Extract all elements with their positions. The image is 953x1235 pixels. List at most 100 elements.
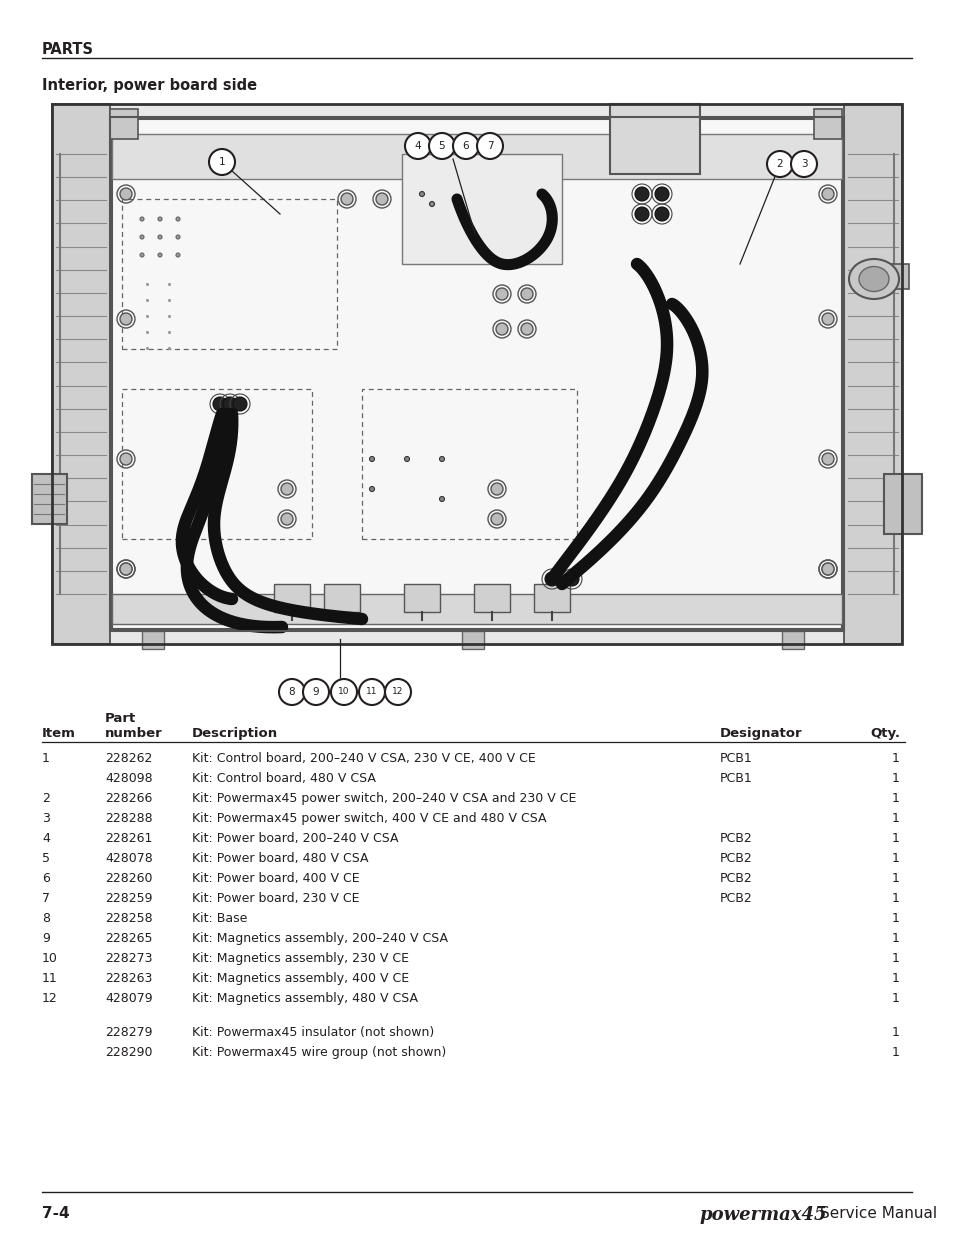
Bar [274, 584, 310, 613]
Text: PARTS: PARTS [42, 42, 94, 57]
Circle shape [821, 453, 833, 466]
Text: 4: 4 [42, 832, 50, 845]
Text: Kit: Magnetics assembly, 230 V CE: Kit: Magnetics assembly, 230 V CE [192, 952, 409, 965]
Text: 1: 1 [891, 772, 899, 785]
Bar [361, 389, 577, 538]
Text: 6: 6 [462, 141, 469, 151]
Text: 7: 7 [486, 141, 493, 151]
Text: 1: 1 [891, 832, 899, 845]
Circle shape [655, 207, 668, 221]
Text: 428098: 428098 [105, 772, 152, 785]
Text: 1: 1 [891, 952, 899, 965]
Text: PCB1: PCB1 [720, 772, 752, 785]
Circle shape [520, 324, 533, 335]
Text: 9: 9 [313, 687, 319, 697]
Bar [110, 117, 843, 631]
Bar [52, 104, 110, 643]
Text: 1: 1 [891, 872, 899, 885]
Circle shape [429, 201, 434, 206]
Bar [52, 104, 901, 643]
Circle shape [790, 151, 816, 177]
Text: 3: 3 [42, 811, 50, 825]
Text: Kit: Magnetics assembly, 400 V CE: Kit: Magnetics assembly, 400 V CE [192, 972, 409, 986]
Circle shape [544, 572, 558, 585]
Circle shape [404, 457, 409, 462]
Circle shape [385, 679, 411, 705]
Text: PCB2: PCB2 [720, 892, 752, 905]
Text: 1: 1 [891, 852, 899, 864]
Circle shape [766, 151, 792, 177]
Text: 228265: 228265 [105, 932, 152, 945]
Circle shape [635, 207, 648, 221]
Text: 5: 5 [438, 141, 445, 151]
Text: PCB2: PCB2 [720, 852, 752, 864]
Circle shape [453, 133, 478, 159]
Circle shape [120, 453, 132, 466]
Bar [461, 631, 483, 650]
Bar [781, 631, 803, 650]
Text: 1: 1 [891, 811, 899, 825]
Text: 9: 9 [42, 932, 50, 945]
Text: 1: 1 [42, 752, 50, 764]
Text: 2: 2 [776, 159, 782, 169]
Circle shape [821, 563, 833, 576]
Circle shape [140, 235, 144, 240]
Circle shape [233, 396, 247, 411]
Text: 11: 11 [366, 688, 377, 697]
Bar [883, 264, 908, 289]
Bar [122, 389, 312, 538]
Circle shape [140, 217, 144, 221]
Circle shape [209, 149, 234, 175]
Circle shape [340, 193, 353, 205]
Text: 1: 1 [891, 752, 899, 764]
Circle shape [358, 679, 385, 705]
Text: 8: 8 [289, 687, 295, 697]
Text: Kit: Power board, 230 V CE: Kit: Power board, 230 V CE [192, 892, 359, 905]
Text: Kit: Powermax45 insulator (not shown): Kit: Powermax45 insulator (not shown) [192, 1026, 434, 1039]
Circle shape [439, 457, 444, 462]
Text: 428079: 428079 [105, 992, 152, 1005]
Circle shape [120, 188, 132, 200]
Circle shape [491, 483, 502, 495]
Circle shape [405, 133, 431, 159]
Text: 10: 10 [42, 952, 58, 965]
Text: 7: 7 [42, 892, 50, 905]
Text: number: number [105, 727, 163, 740]
Circle shape [635, 186, 648, 201]
Text: Qty.: Qty. [869, 727, 899, 740]
Text: 6: 6 [42, 872, 50, 885]
Text: Description: Description [192, 727, 278, 740]
Text: 228266: 228266 [105, 792, 152, 805]
Text: PCB2: PCB2 [720, 872, 752, 885]
Bar [401, 154, 561, 264]
Text: 228288: 228288 [105, 811, 152, 825]
Circle shape [175, 235, 180, 240]
Circle shape [496, 324, 507, 335]
Text: Kit: Magnetics assembly, 480 V CSA: Kit: Magnetics assembly, 480 V CSA [192, 992, 417, 1005]
Bar [52, 104, 901, 643]
Circle shape [821, 312, 833, 325]
Text: 12: 12 [42, 992, 58, 1005]
Circle shape [213, 396, 227, 411]
Text: 3: 3 [800, 159, 806, 169]
Circle shape [281, 483, 293, 495]
Circle shape [278, 679, 305, 705]
Bar [110, 109, 138, 140]
Circle shape [655, 186, 668, 201]
Text: 4: 4 [415, 141, 421, 151]
Text: 228261: 228261 [105, 832, 152, 845]
Text: 12: 12 [392, 688, 403, 697]
Circle shape [120, 563, 132, 576]
Circle shape [405, 133, 431, 159]
Bar [32, 474, 67, 524]
Circle shape [223, 396, 236, 411]
Text: Kit: Powermax45 power switch, 400 V CE and 480 V CSA: Kit: Powermax45 power switch, 400 V CE a… [192, 811, 546, 825]
Bar [609, 104, 700, 174]
Circle shape [158, 235, 162, 240]
Text: Designator: Designator [720, 727, 801, 740]
Circle shape [331, 679, 356, 705]
Text: Kit: Magnetics assembly, 200–240 V CSA: Kit: Magnetics assembly, 200–240 V CSA [192, 932, 448, 945]
Bar [883, 474, 921, 534]
Circle shape [140, 253, 144, 257]
Circle shape [303, 679, 329, 705]
